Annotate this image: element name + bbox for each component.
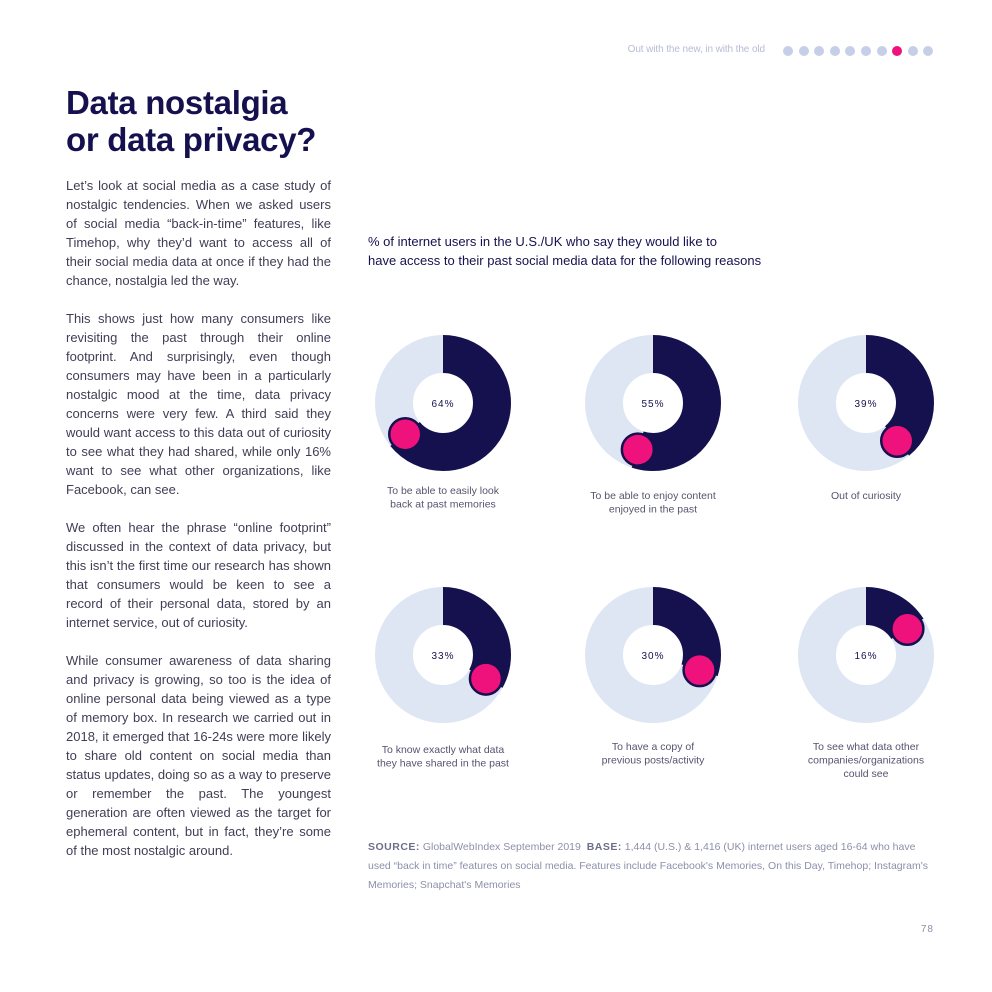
- donut-value-label: 64%: [431, 399, 454, 410]
- page-progress-dots: [783, 45, 943, 57]
- donut-value-arc: [798, 587, 934, 723]
- page-dot: [923, 46, 934, 56]
- donut-end-marker: [879, 423, 915, 459]
- page-dot: [907, 46, 918, 56]
- source-note: SOURCE: GlobalWebIndex September 2019 BA…: [368, 838, 928, 895]
- page-dot: [783, 46, 793, 56]
- donut-category-label: To have a copy of previous posts/activity: [602, 741, 705, 767]
- donut-end-marker: [387, 416, 423, 452]
- donut-category-label: To see what data other companies/organiza…: [808, 741, 924, 780]
- donut-value-arc: [375, 335, 511, 471]
- title-line-2: or data privacy?: [66, 121, 317, 158]
- donut-chart: 33% To know exactly what data they have sh…: [375, 587, 511, 770]
- page-dot: [845, 46, 856, 56]
- chart-title-line-2: have access to their past social media d…: [368, 253, 762, 268]
- donut-value-arc: [375, 587, 511, 723]
- donut-category-label: Out of curiosity: [831, 490, 902, 502]
- chart-title: % of internet users in the U.S./UK who s…: [368, 232, 788, 270]
- donut-value-arc: [798, 335, 934, 471]
- source-label: SOURCE:: [368, 841, 420, 853]
- donut-chart: 55% To be able to enjoy content enjoyed in…: [585, 335, 721, 516]
- donut-end-marker: [620, 432, 656, 467]
- donut-chart: 30% To have a copy of previous posts/activ…: [585, 587, 721, 767]
- donut-category-label: To be able to enjoy content enjoyed in th…: [590, 490, 716, 516]
- base-label: BASE:: [586, 841, 622, 853]
- page-dot: [798, 46, 809, 56]
- base-text: 1,444 (U.S.) & 1,416 (UK) internet users…: [368, 841, 928, 891]
- paragraph: We often hear the phrase “online footpri…: [66, 520, 331, 630]
- donut-chart: 64% To be able to easily look back at past…: [375, 335, 511, 511]
- paragraph: Let’s look at social media as a case stu…: [66, 178, 331, 288]
- page-dot: [876, 46, 887, 56]
- article-body: Let’s look at social media as a case stu…: [66, 176, 331, 879]
- donut-category-label: To know exactly what data they have share…: [377, 744, 509, 770]
- page-number: 78: [920, 924, 934, 935]
- section-title: Out with the new, in with the old: [627, 44, 765, 55]
- donut-value-label: 39%: [854, 399, 877, 410]
- donut-chart-grid: 64% To be able to easily look back at past…: [375, 335, 934, 780]
- donut-value-label: 33%: [431, 651, 454, 662]
- chart-title-line-1: % of internet users in the U.S./UK who s…: [368, 234, 718, 249]
- donut-chart: 16% To see what data other companies/organ…: [798, 587, 934, 780]
- paragraph: This shows just how many consumers like …: [66, 311, 331, 497]
- title-line-1: Data nostalgia: [66, 84, 288, 121]
- page-dot: [861, 46, 871, 56]
- donut-chart: 39% Out of curiosity: [798, 335, 934, 502]
- donut-category-label: To be able to easily look back at past me…: [387, 485, 500, 511]
- active-page-dot: [892, 46, 903, 56]
- donut-value-label: 16%: [854, 651, 877, 662]
- page-title: Data nostalgia or data privacy?: [66, 84, 316, 158]
- paragraph: While consumer awareness of data sharing…: [66, 653, 331, 858]
- donut-value-label: 55%: [641, 399, 664, 410]
- donut-end-marker: [682, 652, 717, 688]
- donut-value-label: 30%: [641, 651, 664, 662]
- source-text: GlobalWebIndex September 2019: [422, 841, 581, 853]
- donut-end-marker: [890, 611, 925, 646]
- page-dot: [814, 46, 825, 56]
- donut-end-marker: [468, 661, 504, 696]
- page-dot: [829, 46, 840, 56]
